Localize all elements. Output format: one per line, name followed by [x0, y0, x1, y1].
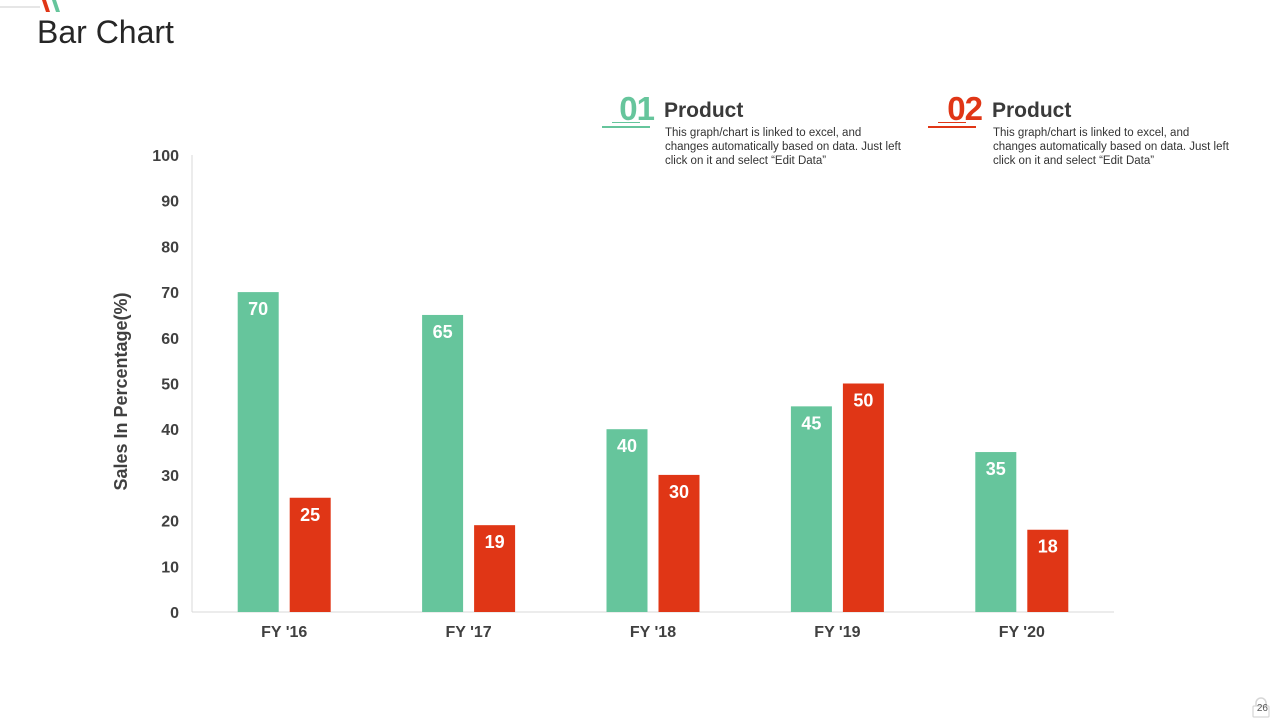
y-tick-label: 30	[161, 468, 179, 485]
y-tick-label: 20	[161, 514, 179, 531]
legend-description-2: This graph/chart is linked to excel, and…	[993, 127, 1229, 167]
bar-series-2	[289, 497, 331, 612]
y-tick-label: 90	[161, 194, 179, 211]
x-tick-label: FY '18	[630, 624, 676, 641]
y-tick-label: 60	[161, 331, 179, 348]
legend-item-2: 02 Product This graph/chart is linked to…	[926, 90, 1229, 172]
y-tick-label: 0	[170, 605, 179, 622]
bar-series-2	[842, 383, 884, 612]
bar-series-1	[237, 292, 279, 612]
legend-underline-1b	[612, 122, 640, 123]
x-tick-label: FY '16	[261, 624, 307, 641]
y-tick-label: 40	[161, 422, 179, 439]
data-label: 45	[801, 413, 821, 433]
bar-series-1	[606, 429, 648, 612]
bar-series-2	[1027, 529, 1069, 612]
bar-series-2	[474, 525, 516, 612]
y-tick-label: 10	[161, 559, 179, 576]
data-label: 35	[986, 459, 1006, 479]
data-label: 19	[485, 532, 505, 552]
data-label: 65	[433, 322, 453, 342]
bar-series-2	[658, 474, 700, 612]
data-label: 40	[617, 436, 637, 456]
legend-title-1: Product	[664, 99, 744, 122]
bar-series-1	[422, 314, 464, 612]
legend-underline-2b	[938, 122, 966, 123]
page-number: 26	[1256, 703, 1268, 714]
legend-underline-2	[928, 126, 976, 128]
data-label: 18	[1038, 537, 1058, 557]
y-tick-label: 80	[161, 239, 179, 256]
y-tick-label: 70	[161, 285, 179, 302]
legend-number-1: 01	[619, 90, 655, 127]
data-label: 50	[853, 391, 873, 411]
legend-description-1: This graph/chart is linked to excel, and…	[665, 127, 901, 167]
legend-underline-1	[602, 126, 650, 128]
bar-series-1	[790, 406, 832, 612]
page-title: Bar Chart	[37, 14, 174, 50]
legend-item-1: 01 Product This graph/chart is linked to…	[598, 90, 901, 172]
legend-number-2: 02	[947, 90, 983, 127]
bar-series-1	[975, 452, 1017, 612]
lock-icon	[1252, 697, 1270, 718]
x-tick-label: FY '17	[445, 624, 491, 641]
y-tick-label: 100	[152, 148, 179, 165]
legend-title-2: Product	[992, 99, 1072, 122]
y-tick-label: 50	[161, 377, 179, 394]
y-axis-title: Sales In Percentage(%)	[111, 292, 131, 490]
data-label: 25	[300, 505, 320, 525]
x-tick-label: FY '19	[814, 624, 860, 641]
data-label: 70	[248, 299, 268, 319]
x-tick-label: FY '20	[999, 624, 1045, 641]
data-label: 30	[669, 482, 689, 502]
corner-decoration	[0, 0, 60, 12]
